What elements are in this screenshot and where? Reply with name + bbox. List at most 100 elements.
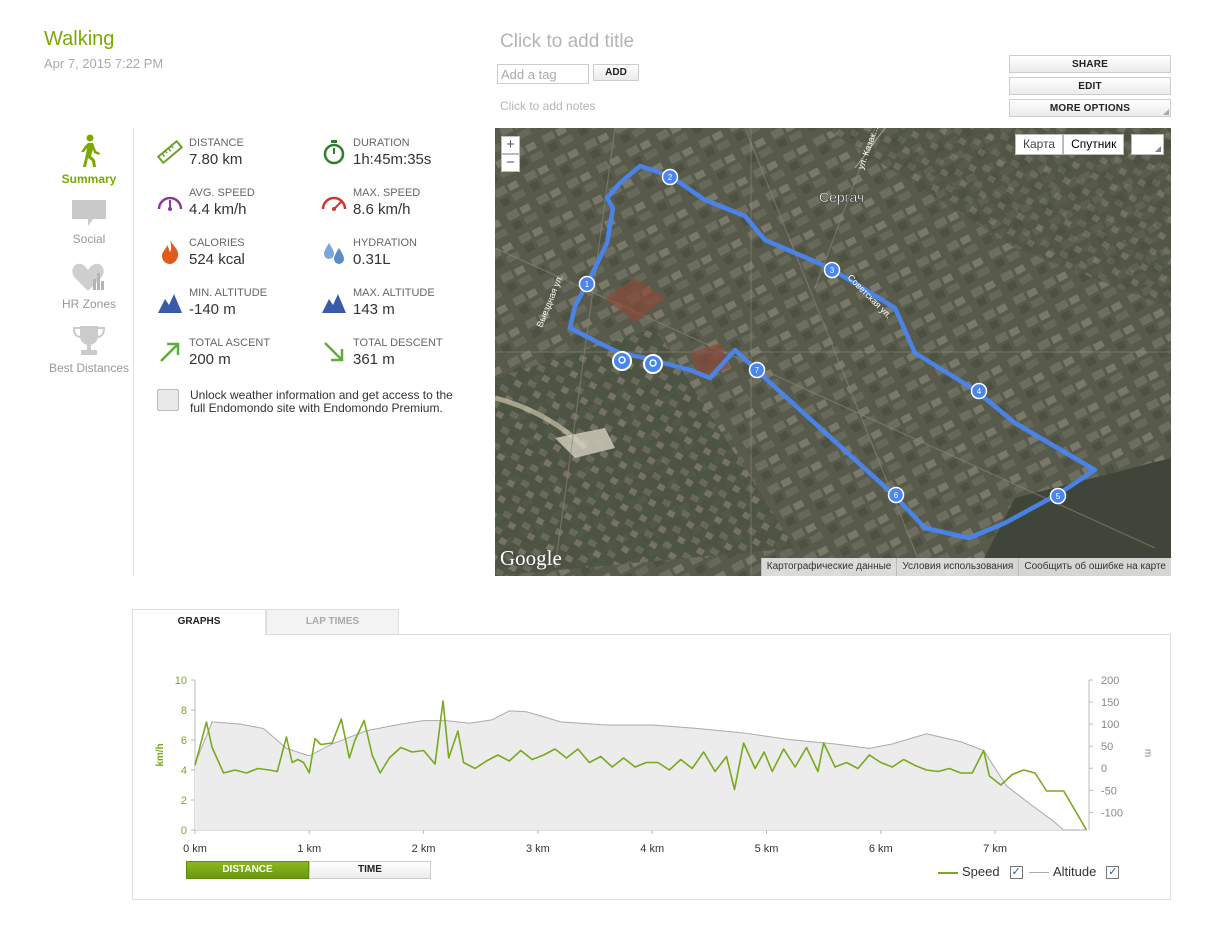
map-data-link[interactable]: Картографические данные [760, 558, 897, 576]
x-tick-label: 0 km [183, 843, 207, 855]
stat-label: TOTAL DESCENT [353, 337, 443, 349]
y-tick-label: 10 [175, 675, 187, 687]
stat-label: MAX. ALTITUDE [353, 287, 435, 299]
add-title-field[interactable]: Click to add title [500, 31, 635, 52]
weather-icon [157, 389, 179, 411]
map-terms-link[interactable]: Условия использования [896, 558, 1019, 576]
stat-label: AVG. SPEED [189, 187, 255, 199]
legend-swatch [1029, 872, 1049, 874]
tab-lap-times[interactable]: LAP TIMES [266, 609, 399, 635]
x-tick-label: 7 km [983, 843, 1007, 855]
stat-value: 200 m [189, 351, 231, 368]
x-axis-distance-toggle[interactable]: DISTANCE [186, 861, 309, 879]
map-type-more-button[interactable] [1131, 134, 1164, 155]
mountain-icon [158, 294, 182, 313]
km-marker[interactable]: 3 [823, 261, 841, 279]
legend-label: Altitude [1053, 864, 1097, 879]
heart-chart-icon [72, 263, 104, 291]
speedometer-icon [157, 196, 183, 211]
nav-item-best-distances[interactable]: Best Distances [44, 324, 134, 377]
km-marker[interactable]: 2 [661, 168, 679, 186]
stat-total-ascent: TOTAL ASCENT 200 m [157, 337, 307, 377]
km-marker[interactable]: 1 [578, 275, 596, 293]
y2-tick-label: -100 [1101, 807, 1123, 819]
add-tag-button[interactable]: ADD [593, 64, 639, 81]
stat-duration: DURATION 1h:45m:35s [321, 137, 471, 177]
stat-label: MIN. ALTITUDE [189, 287, 268, 299]
km-marker[interactable]: 5 [1049, 487, 1067, 505]
nav-label-best-distances: Best Distances [48, 361, 130, 375]
start-pin-icon[interactable] [612, 351, 632, 371]
nav-label-social: Social [72, 232, 106, 246]
stat-min-altitude: MIN. ALTITUDE -140 m [157, 287, 307, 327]
stat-label: TOTAL ASCENT [189, 337, 271, 349]
y2-tick-label: 200 [1101, 675, 1119, 687]
map-footer: Картографические данные Условия использо… [760, 558, 1171, 576]
y-axis-title: km/h [155, 743, 166, 766]
km-marker[interactable]: 6 [887, 486, 905, 504]
stat-value: 1h:45m:35s [353, 151, 432, 168]
speed-line [194, 700, 1088, 831]
water-drops-icon [324, 243, 344, 264]
edit-button[interactable]: EDIT [1009, 77, 1171, 95]
altitude-checkbox[interactable]: ✓ [1106, 866, 1120, 880]
mountain-icon [322, 294, 346, 313]
map-type-switch: Карта Спутник [1015, 134, 1125, 155]
x-tick-label: 6 km [869, 843, 893, 855]
y-tick-label: 4 [181, 765, 187, 777]
finish-pin-icon[interactable] [643, 354, 663, 374]
stat-avg-speed: AVG. SPEED 4.4 km/h [157, 187, 307, 227]
x-tick-label: 1 km [297, 843, 321, 855]
stat-value: 7.80 km [189, 151, 243, 168]
nav-item-social[interactable]: Social [44, 198, 134, 246]
flame-icon [162, 240, 179, 264]
zoom-out-button[interactable]: − [501, 154, 520, 172]
tab-graphs[interactable]: GRAPHS [132, 609, 266, 635]
stat-total-descent: TOTAL DESCENT 361 m [321, 337, 471, 377]
stat-label: MAX. SPEED [353, 187, 421, 199]
stat-value: 143 m [353, 301, 395, 318]
zoom-in-button[interactable]: + [501, 136, 520, 154]
svg-text:6: 6 [894, 491, 899, 500]
route-map[interactable]: 1 2 3 4 5 6 7 Сергач ул. Казак... Советс… [495, 128, 1171, 576]
y2-tick-label: 100 [1101, 719, 1119, 731]
speed-checkbox[interactable]: ✓ [1009, 866, 1023, 880]
workout-sport-title: Walking [44, 28, 115, 50]
premium-note-text: Unlock weather information and get acces… [190, 388, 453, 415]
nav-label-hr-zones: HR Zones [61, 297, 117, 311]
y-tick-label: 2 [181, 795, 187, 807]
nav-item-hr-zones[interactable]: HR Zones [44, 261, 134, 311]
y2-tick-label: 50 [1101, 741, 1113, 753]
y-tick-label: 0 [181, 825, 187, 837]
stat-value: 0.31L [353, 251, 391, 268]
more-options-label: MORE OPTIONS [1049, 102, 1131, 114]
share-button[interactable]: SHARE [1009, 55, 1171, 73]
legend-altitude: Altitude ✓ [1029, 864, 1120, 880]
corner-triangle-icon [1155, 146, 1161, 152]
tag-input[interactable] [497, 64, 589, 84]
map-report-link[interactable]: Сообщить об ошибке на карте [1018, 558, 1171, 576]
stopwatch-icon [323, 140, 345, 165]
x-tick-label: 2 km [412, 843, 436, 855]
speed-altitude-chart[interactable]: 0 2 4 6 8 10 200 150 100 50 0 -50 -100 0 km 1 km 2 km 3 … [133, 635, 1172, 901]
stat-value: 8.6 km/h [353, 201, 411, 218]
arrow-up-right-icon [160, 342, 180, 362]
x-tick-label: 3 km [526, 843, 550, 855]
map-type-map-button[interactable]: Карта [1015, 134, 1064, 155]
stat-label: CALORIES [189, 237, 245, 249]
x-tick-label: 4 km [640, 843, 664, 855]
km-marker[interactable]: 4 [970, 382, 988, 400]
y2-axis-title: m [1142, 749, 1153, 757]
stat-distance: DISTANCE 7.80 km [157, 137, 307, 177]
google-logo: Google [500, 546, 562, 570]
stat-calories: CALORIES 524 kcal [157, 237, 307, 277]
stat-hydration: HYDRATION 0.31L [321, 237, 471, 277]
more-options-button[interactable]: MORE OPTIONS [1009, 99, 1171, 117]
legend-swatch [938, 871, 958, 874]
nav-label-summary: Summary [61, 172, 117, 186]
km-marker[interactable]: 7 [748, 361, 766, 379]
x-axis-time-toggle[interactable]: TIME [309, 861, 431, 879]
nav-item-summary[interactable]: Summary [44, 134, 134, 186]
map-type-satellite-button[interactable]: Спутник [1063, 134, 1125, 155]
add-notes-field[interactable]: Click to add notes [500, 99, 596, 113]
